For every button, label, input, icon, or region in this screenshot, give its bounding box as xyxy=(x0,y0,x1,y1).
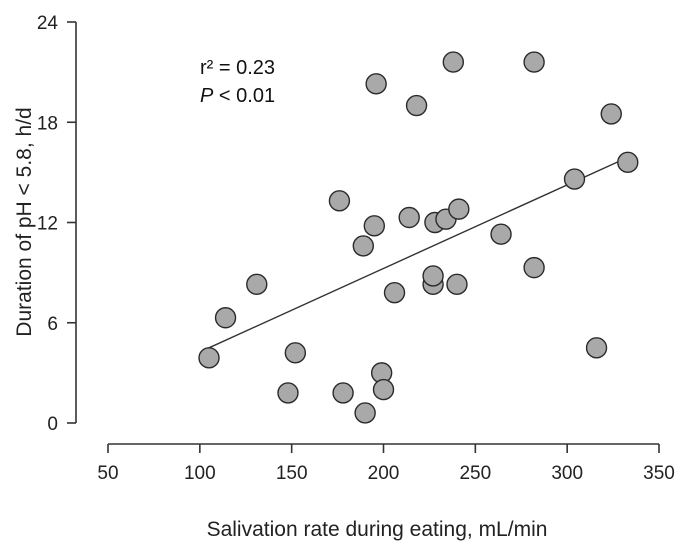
data-point xyxy=(198,347,220,369)
p-value-text: < 0.01 xyxy=(213,85,275,107)
r-squared-annotation: r² = 0.23 xyxy=(200,57,275,79)
data-point xyxy=(422,265,444,287)
data-point xyxy=(284,342,307,364)
data-point xyxy=(365,73,387,95)
data-point xyxy=(246,273,268,296)
data-point xyxy=(328,190,351,212)
y-tick-label: 24 xyxy=(37,13,59,34)
x-tick-label: 150 xyxy=(276,463,308,484)
y-tick-label: 18 xyxy=(37,113,58,134)
data-point xyxy=(363,215,386,237)
data-point xyxy=(585,337,608,359)
data-point xyxy=(214,307,237,329)
y-tick-label: 12 xyxy=(37,214,58,235)
data-point xyxy=(383,281,406,304)
data-point xyxy=(372,378,395,401)
data-point xyxy=(523,51,545,73)
y-axis-title: Duration of pH < 5.8, h/d xyxy=(13,107,36,336)
data-point xyxy=(277,382,299,404)
x-tick-label: 300 xyxy=(551,463,583,484)
data-point xyxy=(523,256,545,279)
y-tick-label: 6 xyxy=(47,314,58,335)
data-point xyxy=(448,198,470,220)
data-point xyxy=(398,206,420,229)
data-point xyxy=(442,51,464,73)
y-tick-label: 0 xyxy=(47,414,58,435)
data-point xyxy=(446,273,468,296)
data-point xyxy=(405,94,428,117)
data-point xyxy=(600,103,622,125)
data-points xyxy=(198,51,639,424)
p-symbol: P xyxy=(200,85,214,107)
data-point xyxy=(617,151,639,174)
x-axis-title: Salivation rate during eating, mL/min xyxy=(207,518,548,541)
p-value-annotation: P < 0.01 xyxy=(200,85,275,107)
x-tick-label: 250 xyxy=(459,463,491,484)
data-point xyxy=(563,168,586,190)
data-point xyxy=(332,382,354,404)
data-point xyxy=(490,223,512,245)
y-axis: 0 6 12 18 24 xyxy=(37,13,77,435)
data-point xyxy=(352,235,374,257)
x-tick-label: 200 xyxy=(368,463,400,484)
data-point xyxy=(354,402,376,424)
x-tick-label: 50 xyxy=(97,463,118,484)
x-tick-label: 100 xyxy=(184,463,216,484)
trend-line xyxy=(208,156,629,349)
x-tick-label: 350 xyxy=(643,463,675,484)
x-axis: 50 100 150 200 250 300 350 xyxy=(97,443,675,484)
